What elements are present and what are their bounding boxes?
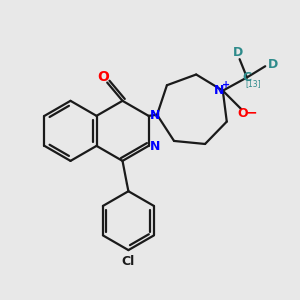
- Text: N: N: [150, 109, 160, 122]
- Text: [13]: [13]: [246, 80, 261, 88]
- Text: D: D: [233, 46, 243, 59]
- Text: −: −: [246, 106, 257, 119]
- Text: Cl: Cl: [122, 255, 135, 268]
- Text: N: N: [150, 140, 160, 153]
- Text: D: D: [268, 58, 278, 71]
- Text: O: O: [98, 70, 109, 84]
- Text: +: +: [222, 80, 230, 90]
- Text: N: N: [214, 84, 224, 97]
- Text: C: C: [242, 71, 251, 84]
- Text: O: O: [237, 107, 248, 120]
